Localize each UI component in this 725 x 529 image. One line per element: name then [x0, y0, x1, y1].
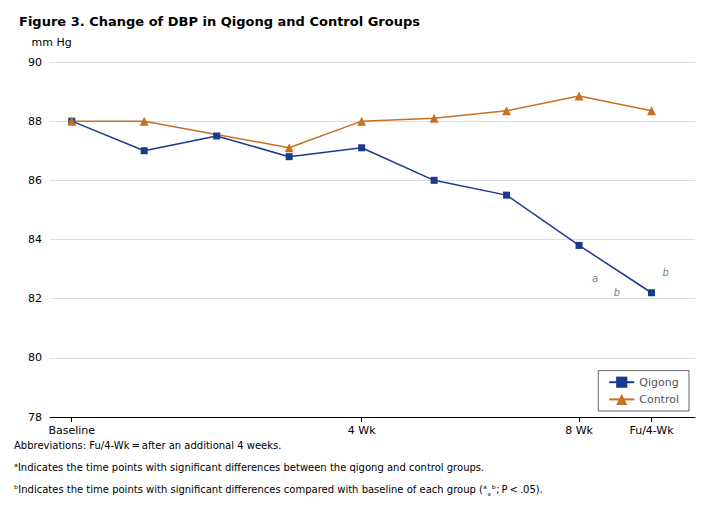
svg-text:78: 78	[28, 411, 42, 424]
svg-text:80: 80	[28, 351, 42, 364]
svg-text:86: 86	[28, 174, 42, 187]
svg-text:b: b	[662, 267, 668, 278]
svg-text:8 Wk: 8 Wk	[565, 424, 593, 437]
svg-text:82: 82	[28, 292, 42, 305]
svg-text:90: 90	[28, 56, 42, 69]
svg-text:4 Wk: 4 Wk	[348, 424, 376, 437]
svg-text:ᵃIndicates the time points wit: ᵃIndicates the time points with signific…	[14, 462, 484, 473]
svg-text:Fu/4-Wk: Fu/4-Wk	[629, 424, 674, 437]
svg-text:ᵇIndicates the time points wit: ᵇIndicates the time points with signific…	[14, 484, 543, 496]
svg-text:b: b	[614, 287, 620, 298]
svg-text:Qigong: Qigong	[639, 376, 678, 389]
svg-text:84: 84	[28, 233, 42, 246]
svg-text:a: a	[592, 273, 598, 284]
svg-text:Figure 3. Change of DBP in Qig: Figure 3. Change of DBP in Qigong and Co…	[19, 14, 420, 29]
svg-text:88: 88	[28, 115, 42, 128]
svg-text:mm Hg: mm Hg	[32, 36, 72, 49]
svg-text:Abbreviations: Fu/4-Wk = after: Abbreviations: Fu/4-Wk = after an additi…	[14, 440, 281, 451]
svg-text:Baseline: Baseline	[48, 424, 95, 437]
svg-text:Control: Control	[639, 393, 679, 406]
